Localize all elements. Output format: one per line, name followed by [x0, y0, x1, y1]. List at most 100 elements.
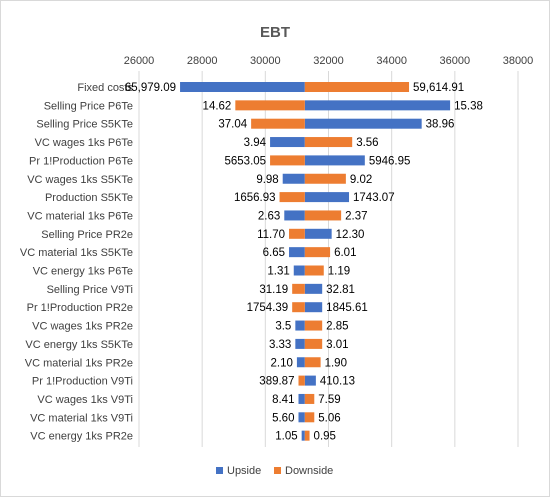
- category-label: VC wages 1ks PR2e: [32, 321, 133, 333]
- data-label-left: 1.31: [267, 266, 289, 278]
- bar-upside: [298, 393, 305, 404]
- data-label-left: 3.5: [275, 321, 291, 333]
- data-label-right: 1845.61: [326, 302, 368, 314]
- bar-downside: [304, 357, 321, 368]
- bar-upside: [304, 192, 350, 203]
- bar-upside: [293, 265, 305, 276]
- bar-upside: [304, 302, 323, 313]
- bar-upside: [270, 137, 305, 148]
- bar-upside: [304, 375, 316, 386]
- category-label: VC wages 1ks P6Te: [35, 137, 133, 149]
- bar-downside: [304, 412, 315, 423]
- data-label-right: 5946.95: [369, 155, 411, 167]
- category-label: Selling Price S5KTe: [36, 119, 133, 131]
- data-label-right: 7.59: [318, 394, 340, 406]
- data-label-left: 65,979.09: [125, 82, 176, 94]
- bar-downside: [251, 118, 305, 129]
- x-tick-label: 26000: [124, 55, 155, 67]
- category-label: VC energy 1ks PR2e: [30, 431, 133, 443]
- category-labels: Fixed costs Selling Price P6Te Selling Pri…: [20, 82, 134, 443]
- data-label-right: 3.01: [326, 339, 348, 351]
- category-label: Selling Price P6Te: [44, 100, 133, 112]
- data-label-right: 1.90: [325, 357, 347, 369]
- x-tick-label: 32000: [313, 55, 344, 67]
- data-label-left: 3.33: [269, 339, 291, 351]
- data-label-right: 12.30: [336, 229, 365, 241]
- bar-downside: [304, 265, 324, 276]
- data-label-left: 14.62: [203, 100, 232, 112]
- x-axis-ticks: 26000 28000 30000 32000 34000 36000 38000: [124, 55, 534, 67]
- legend-swatch-upside: [216, 467, 223, 474]
- category-label: VC wages 1ks S5KTe: [27, 174, 133, 186]
- data-label-left: 31.19: [259, 284, 288, 296]
- data-label-left: 389.87: [259, 376, 294, 388]
- category-label: Pr 1!Production P6Te: [29, 155, 133, 167]
- category-label: VC material 1ks PR2e: [25, 357, 133, 369]
- category-label: VC energy 1ks S5KTe: [25, 339, 133, 351]
- data-label-right: 410.13: [320, 376, 355, 388]
- category-label: Fixed costs: [77, 82, 133, 94]
- data-label-left: 1.05: [275, 431, 297, 443]
- bar-downside: [304, 393, 315, 404]
- data-label-right: 9.02: [350, 174, 372, 186]
- data-label-left: 2.63: [258, 210, 280, 222]
- category-label: Production S5KTe: [45, 192, 133, 204]
- x-tick-label: 28000: [187, 55, 218, 67]
- bar-downside: [270, 155, 305, 166]
- data-label-left: 5.60: [272, 412, 294, 424]
- bar-upside: [180, 82, 305, 92]
- data-label-right: 32.81: [326, 284, 355, 296]
- data-label-right: 2.85: [326, 321, 348, 333]
- data-label-left: 2.10: [271, 357, 293, 369]
- data-label-right: 6.01: [334, 247, 356, 259]
- bar-downside: [304, 173, 346, 184]
- category-label: VC wages 1ks V9Ti: [37, 394, 133, 406]
- category-label: Selling Price PR2e: [41, 229, 133, 241]
- legend: Upside Downside: [216, 465, 333, 477]
- bar-downside: [304, 210, 342, 221]
- category-label: Selling Price V9Ti: [47, 284, 133, 296]
- data-label-left: 3.94: [244, 137, 267, 149]
- data-label-left: 1754.39: [247, 302, 289, 314]
- bar-upside: [304, 228, 332, 239]
- bar-upside: [298, 412, 305, 423]
- chart-title: EBT: [260, 24, 290, 41]
- bar-downside: [304, 137, 353, 148]
- data-label-left: 5653.05: [224, 155, 266, 167]
- gridlines: [138, 71, 519, 447]
- x-tick-label: 30000: [250, 55, 281, 67]
- bar-downside: [304, 320, 323, 331]
- data-label-left: 6.65: [263, 247, 285, 259]
- data-label-right: 15.38: [454, 100, 483, 112]
- data-label-left: 9.98: [256, 174, 278, 186]
- bar-downside: [292, 302, 305, 313]
- bar-upside: [296, 357, 305, 368]
- bar-upside: [304, 155, 365, 166]
- x-tick-label: 34000: [376, 55, 407, 67]
- data-label-right: 1743.07: [353, 192, 395, 204]
- data-label-right: 5.06: [318, 412, 340, 424]
- bar-upside: [304, 283, 323, 294]
- bar-upside: [295, 338, 305, 349]
- data-label-left: 8.41: [272, 394, 294, 406]
- bar-upside: [284, 210, 305, 221]
- bar-downside: [235, 100, 305, 111]
- category-label: VC material 1ks P6Te: [27, 210, 133, 222]
- category-label: Pr 1!Production PR2e: [27, 302, 133, 314]
- bar-downside: [304, 430, 310, 441]
- bar-downside: [292, 283, 305, 294]
- category-label: Pr 1!Production V9Ti: [32, 376, 133, 388]
- category-label: VC material 1ks S5KTe: [20, 247, 133, 259]
- bar-upside: [282, 173, 305, 184]
- x-tick-label: 36000: [440, 55, 471, 67]
- data-labels: 65,979.09 59,614.91 14.62 15.38 37.04 38.96 3.…: [125, 82, 483, 443]
- data-label-right: 1.19: [328, 266, 350, 278]
- category-label: VC material 1ks V9Ti: [30, 412, 133, 424]
- legend-swatch-downside: [274, 467, 281, 474]
- data-label-right: 0.95: [314, 431, 336, 443]
- bar-upside: [304, 100, 451, 111]
- category-label: VC energy 1ks P6Te: [33, 266, 133, 278]
- bar-downside: [298, 375, 305, 386]
- bar-upside: [304, 118, 422, 129]
